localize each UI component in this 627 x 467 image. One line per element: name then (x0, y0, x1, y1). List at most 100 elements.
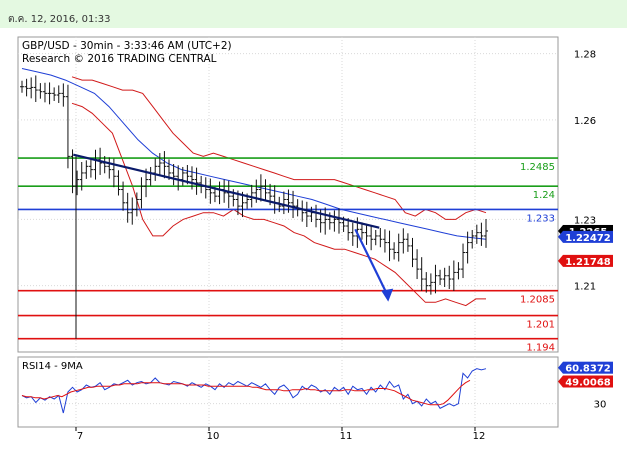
rsi-value-tag-pointer (558, 375, 563, 388)
price-bar (157, 153, 162, 177)
rsi-panel: RSI14 - 9MA (17, 356, 559, 428)
forecast-arrow-shaft (354, 228, 389, 296)
forecast-arrow-head (381, 288, 394, 302)
price-bar (364, 223, 369, 245)
price-bar (226, 180, 231, 209)
price-axis: 1.281.261.231.211.22651.224721.217483060… (558, 50, 613, 411)
price-bar (61, 83, 66, 107)
date-bar: ต.ค. 12, 2016, 01:33 (0, 0, 627, 28)
bollinger-lower-line (71, 102, 486, 307)
price-bar (208, 178, 213, 204)
price-bar (359, 222, 364, 240)
price-tag-pointer (558, 230, 563, 243)
rsi-ma-line (21, 379, 471, 406)
price-bar (121, 181, 126, 211)
price-bar (461, 243, 466, 279)
price-bar (258, 174, 263, 202)
price-bar (42, 82, 47, 103)
price-bar (323, 207, 328, 235)
price-tag-bg (563, 230, 613, 243)
price-bar (194, 167, 199, 195)
price-bar (134, 192, 139, 217)
price-bar (65, 84, 70, 169)
price-tag: 1.22472 (558, 230, 613, 244)
price-tick-label: 1.21 (574, 282, 596, 293)
price-tick-label: 1.26 (574, 116, 596, 127)
price-bar (410, 237, 415, 268)
rsi-value-tag-label: 49.0068 (565, 377, 611, 388)
price-bar (346, 218, 351, 241)
rsi-tick-label: 30 (594, 400, 607, 411)
chart-subtitle: Research © 2016 TRADING CENTRAL (22, 53, 217, 65)
price-bar (20, 80, 24, 93)
level-label: 1.2485 (520, 162, 555, 173)
rsi-value-tag-label: 60.8372 (565, 364, 611, 375)
price-bar (465, 231, 470, 264)
price-bar (263, 179, 268, 200)
price-bar (451, 260, 456, 291)
main-panel: 1.2485 1.24 1.233 1.2085 1.201 1.194 GBP/USD … (17, 36, 559, 354)
level-label: 1.201 (526, 320, 555, 331)
price-bar (378, 227, 383, 248)
time-tick-label: 10 (207, 431, 220, 442)
price-bar (144, 168, 149, 198)
price-bar (373, 229, 378, 246)
chart-title: GBP/USD - 30min - 3:33:46 AM (UTC+2) (22, 40, 232, 52)
rsi-value-tag-pointer (558, 361, 563, 374)
time-tick-label: 12 (473, 431, 486, 442)
level-label: 1.194 (526, 343, 555, 354)
price-bar (107, 157, 112, 179)
price-bar (88, 158, 93, 178)
price-bar (84, 160, 89, 179)
price-bar (479, 222, 484, 246)
rsi-value-tag: 60.8372 (558, 361, 613, 375)
rsi-line (21, 368, 487, 414)
price-bar (369, 225, 374, 251)
price-bar (470, 229, 475, 249)
price-bar (286, 189, 291, 213)
price-bar (24, 78, 29, 97)
price-bar (304, 201, 309, 227)
rsi-title: RSI14 - 9MA (22, 361, 83, 372)
price-bar (419, 257, 424, 291)
price-bar (415, 249, 420, 280)
price-tag-pointer (558, 254, 563, 267)
rsi-value-tag-bg (563, 361, 613, 374)
level-label: 1.233 (526, 213, 555, 224)
price-tag: 1.21748 (558, 254, 613, 268)
price-bar (52, 87, 57, 101)
level-label: 1.24 (533, 190, 555, 201)
price-bar (442, 267, 447, 288)
price-bar (382, 229, 387, 253)
time-tick-label: 11 (340, 431, 353, 442)
price-bar (336, 208, 341, 234)
price-bar (405, 233, 410, 252)
price-bar (29, 77, 34, 99)
price-tick-label: 1.23 (574, 215, 596, 226)
price-bar (56, 85, 61, 103)
level-label: 1.2085 (520, 295, 555, 306)
price-tag-label: 1.22472 (565, 233, 611, 244)
price-bar (79, 162, 84, 191)
time-tick-label: 7 (77, 431, 83, 442)
price-bar (139, 177, 144, 209)
price-bar (433, 264, 438, 294)
price-bar (456, 262, 461, 280)
datetime-label: ต.ค. 12, 2016, 01:33 (8, 14, 111, 25)
resistance-trendline (73, 153, 380, 229)
price-bar (424, 272, 429, 293)
price-bar (47, 82, 52, 105)
price-bar (332, 210, 337, 232)
price-bar (392, 242, 397, 260)
price-tag-label: 1.21748 (565, 257, 611, 268)
price-bar (130, 197, 135, 225)
price-bar (38, 83, 43, 99)
rsi-value-tag-bg (563, 375, 613, 388)
price-bar (387, 230, 392, 262)
price-bar (428, 273, 433, 295)
price-bar (474, 224, 479, 244)
price-bar (484, 219, 488, 248)
price-bar (281, 191, 286, 215)
price-bar (350, 222, 355, 246)
price-bar (171, 163, 176, 186)
